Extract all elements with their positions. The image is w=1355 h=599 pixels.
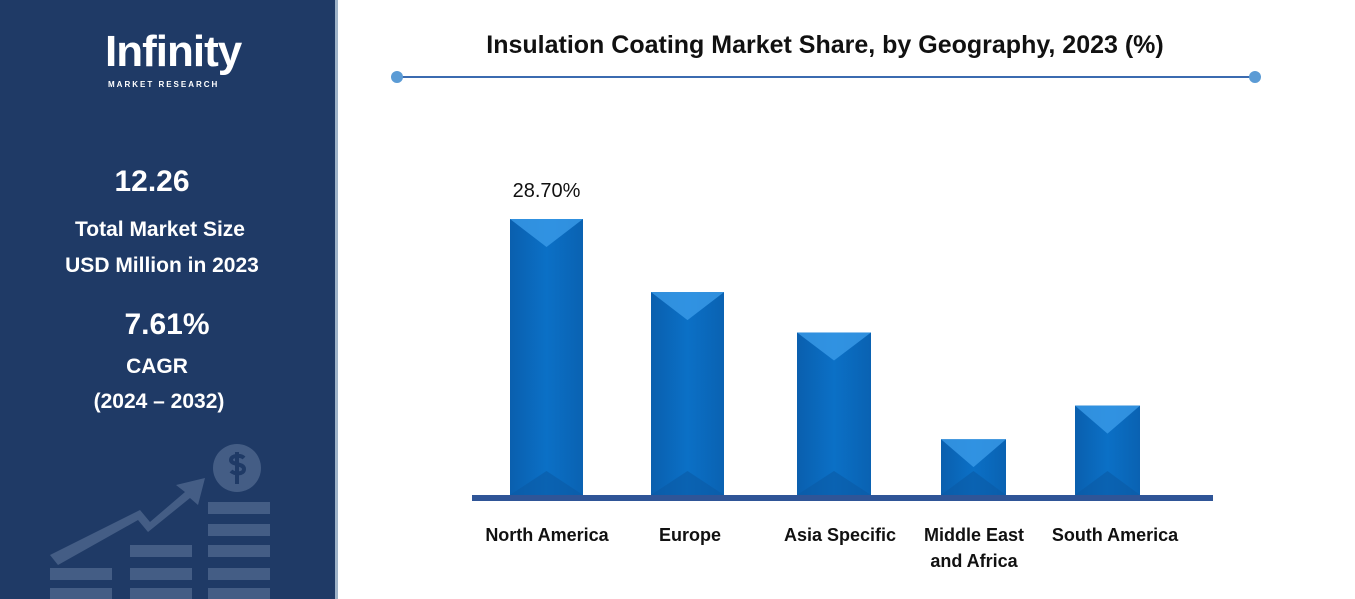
bar: [651, 292, 724, 495]
bar-shade: [1075, 471, 1140, 495]
market-size-value: 12.26: [114, 165, 190, 198]
chart-title: Insulation Coating Market Share, by Geog…: [486, 31, 1164, 59]
x-axis: [472, 495, 1213, 501]
cagr-period: (2024 – 2032): [93, 390, 225, 413]
x-tick-label: Asia Specific: [784, 525, 896, 545]
market-size-label: Total Market Size: [75, 218, 245, 241]
bar: [510, 219, 583, 495]
bar-highlight: [510, 219, 583, 247]
x-tick-label: and Africa: [930, 551, 1018, 571]
market-size-unit: USD Million in 2023: [65, 254, 259, 277]
bar-highlight: [797, 332, 871, 361]
x-tick-label: North America: [485, 525, 609, 545]
cagr-value: 7.61%: [124, 308, 210, 341]
growth-chart-icon: [50, 444, 270, 599]
bar-shade: [797, 471, 871, 495]
sidebar: Infinity MARKET RESEARCH 12.26 Total Mar…: [0, 0, 338, 599]
logo-subtitle: MARKET RESEARCH: [108, 80, 220, 89]
x-tick-label: South America: [1052, 525, 1179, 545]
logo: Infinity: [105, 27, 242, 76]
x-tick-label: Middle East: [924, 525, 1024, 545]
title-divider: [397, 76, 1255, 78]
bar-highlight: [941, 439, 1006, 468]
bar-shade: [941, 471, 1006, 495]
bar-shade: [510, 471, 583, 495]
bar-shade: [651, 471, 724, 495]
divider-dot: [1249, 71, 1261, 83]
bar-highlight: [1075, 405, 1140, 434]
bar-highlight: [651, 292, 724, 321]
data-label: 28.70%: [513, 180, 581, 202]
x-tick-label: Europe: [659, 525, 721, 545]
cagr-label: CAGR: [126, 355, 188, 378]
divider-dot: [391, 71, 403, 83]
